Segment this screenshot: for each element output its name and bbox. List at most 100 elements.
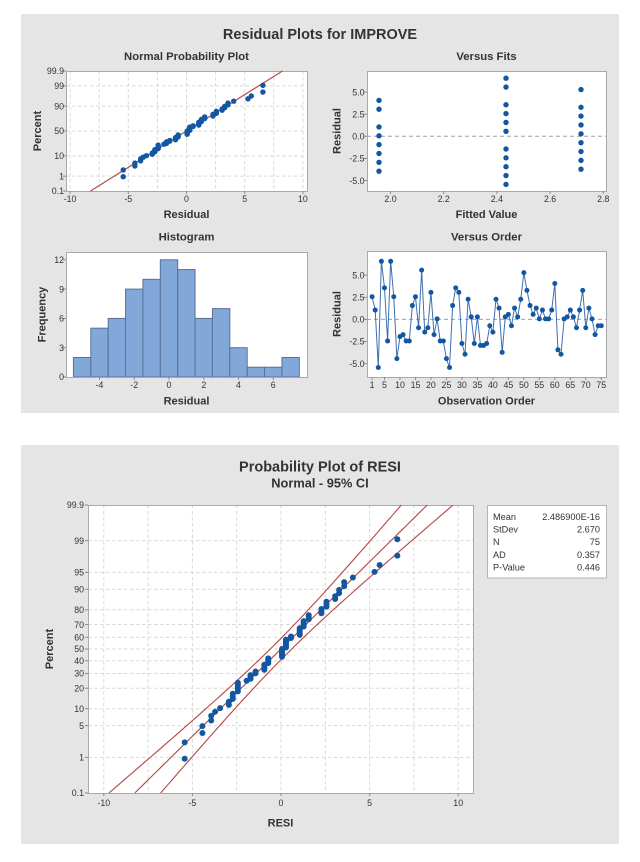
svg-text:StDev: StDev — [493, 525, 518, 535]
svg-text:RESI: RESI — [268, 817, 294, 829]
svg-text:20: 20 — [74, 683, 84, 693]
svg-text:Residual Plots for IMPROVE: Residual Plots for IMPROVE — [223, 27, 417, 43]
svg-text:75: 75 — [590, 537, 600, 547]
svg-text:5: 5 — [79, 721, 84, 731]
svg-text:50: 50 — [519, 380, 529, 390]
svg-text:2.670: 2.670 — [577, 525, 600, 535]
svg-text:99: 99 — [74, 536, 84, 546]
svg-text:45: 45 — [504, 380, 514, 390]
svg-text:0: 0 — [59, 372, 64, 382]
svg-text:-2.5: -2.5 — [349, 337, 364, 347]
svg-text:Histogram: Histogram — [159, 232, 215, 244]
svg-text:70: 70 — [74, 620, 84, 630]
svg-text:0.0: 0.0 — [352, 132, 364, 142]
svg-text:35: 35 — [473, 380, 483, 390]
svg-text:6: 6 — [271, 380, 276, 390]
svg-text:Mean: Mean — [493, 512, 516, 522]
svg-text:50: 50 — [74, 644, 84, 654]
svg-text:1: 1 — [79, 753, 84, 763]
svg-text:0.446: 0.446 — [577, 562, 600, 572]
svg-text:-5: -5 — [188, 798, 196, 808]
svg-text:12: 12 — [54, 255, 64, 265]
svg-text:99.9: 99.9 — [67, 500, 84, 510]
svg-text:10: 10 — [395, 380, 405, 390]
svg-text:10: 10 — [54, 151, 64, 161]
svg-text:10: 10 — [74, 704, 84, 714]
svg-text:5: 5 — [367, 798, 372, 808]
svg-text:2.5: 2.5 — [352, 293, 364, 303]
svg-text:-5: -5 — [124, 194, 132, 204]
svg-text:Percent: Percent — [32, 110, 44, 151]
svg-text:0: 0 — [184, 194, 189, 204]
svg-text:0.357: 0.357 — [577, 550, 600, 560]
svg-text:3: 3 — [59, 343, 64, 353]
svg-text:2.8: 2.8 — [597, 194, 609, 204]
svg-text:Percent: Percent — [44, 628, 56, 669]
svg-text:2.4: 2.4 — [491, 194, 503, 204]
svg-text:Normal - 95% CI: Normal - 95% CI — [271, 475, 368, 490]
svg-text:65: 65 — [565, 380, 575, 390]
svg-text:Residual: Residual — [332, 108, 344, 154]
svg-text:1: 1 — [370, 380, 375, 390]
svg-text:2.486900E-16: 2.486900E-16 — [542, 512, 600, 522]
svg-text:Normal Probability Plot: Normal Probability Plot — [124, 51, 249, 63]
svg-text:4: 4 — [236, 380, 241, 390]
svg-text:50: 50 — [54, 126, 64, 136]
svg-text:5: 5 — [242, 194, 247, 204]
svg-text:5: 5 — [382, 380, 387, 390]
svg-text:P-Value: P-Value — [493, 562, 525, 572]
svg-text:0.0: 0.0 — [352, 315, 364, 325]
svg-text:10: 10 — [298, 194, 308, 204]
svg-text:75: 75 — [596, 380, 606, 390]
svg-text:2.2: 2.2 — [438, 194, 450, 204]
svg-text:40: 40 — [488, 380, 498, 390]
svg-text:99: 99 — [54, 81, 64, 91]
svg-text:10: 10 — [453, 798, 463, 808]
svg-text:55: 55 — [534, 380, 544, 390]
svg-text:Residual: Residual — [332, 291, 344, 337]
svg-text:Fitted Value: Fitted Value — [456, 209, 518, 221]
svg-text:2.6: 2.6 — [544, 194, 556, 204]
svg-text:20: 20 — [426, 380, 436, 390]
svg-text:Residual: Residual — [164, 209, 210, 221]
svg-text:30: 30 — [457, 380, 467, 390]
svg-text:1: 1 — [59, 171, 64, 181]
svg-text:5.0: 5.0 — [352, 270, 364, 280]
svg-text:N: N — [493, 537, 500, 547]
svg-text:Versus Fits: Versus Fits — [456, 51, 516, 63]
svg-text:25: 25 — [442, 380, 452, 390]
svg-text:Observation Order: Observation Order — [438, 395, 536, 407]
svg-text:6: 6 — [59, 314, 64, 324]
svg-text:-10: -10 — [97, 798, 110, 808]
svg-text:0.1: 0.1 — [72, 788, 84, 798]
svg-text:2.0: 2.0 — [384, 194, 396, 204]
svg-text:0: 0 — [279, 798, 284, 808]
svg-text:80: 80 — [74, 605, 84, 615]
svg-text:60: 60 — [550, 380, 560, 390]
svg-text:Versus Order: Versus Order — [451, 232, 523, 244]
svg-text:95: 95 — [74, 568, 84, 578]
svg-text:-5.0: -5.0 — [349, 359, 364, 369]
svg-text:Probability Plot of RESI: Probability Plot of RESI — [239, 460, 401, 476]
svg-text:5.0: 5.0 — [352, 87, 364, 97]
svg-text:90: 90 — [74, 585, 84, 595]
svg-text:0.1: 0.1 — [52, 186, 64, 196]
svg-text:Residual: Residual — [164, 395, 210, 407]
svg-text:90: 90 — [54, 101, 64, 111]
svg-text:-2.5: -2.5 — [349, 154, 364, 164]
svg-text:40: 40 — [74, 656, 84, 666]
svg-text:2.5: 2.5 — [352, 109, 364, 119]
svg-text:70: 70 — [581, 380, 591, 390]
svg-text:AD: AD — [493, 550, 506, 560]
svg-text:30: 30 — [74, 669, 84, 679]
svg-text:-2: -2 — [130, 380, 138, 390]
svg-text:99.9: 99.9 — [47, 66, 64, 76]
svg-text:9: 9 — [59, 284, 64, 294]
svg-text:-10: -10 — [64, 194, 77, 204]
svg-text:-5.0: -5.0 — [349, 176, 364, 186]
svg-text:2: 2 — [201, 380, 206, 390]
svg-text:-4: -4 — [96, 380, 104, 390]
svg-text:15: 15 — [411, 380, 421, 390]
svg-text:0: 0 — [167, 380, 172, 390]
svg-text:60: 60 — [74, 632, 84, 642]
